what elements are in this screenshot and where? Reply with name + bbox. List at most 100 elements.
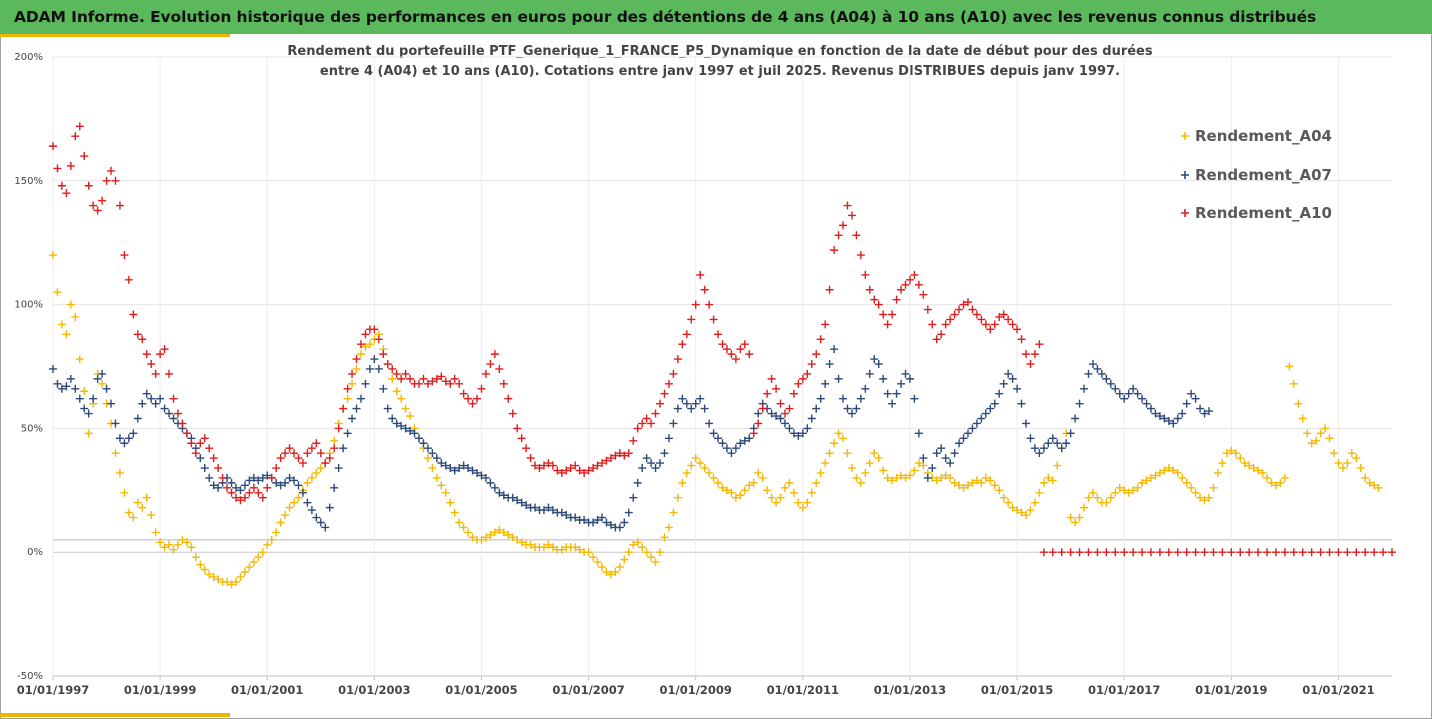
data-point-rendement_a10 [1008, 320, 1017, 329]
data-point-rendement_a04 [664, 523, 673, 532]
data-point-rendement_a04 [745, 481, 754, 490]
data-point-rendement_a07 [142, 389, 151, 398]
data-point-rendement_a04 [294, 493, 303, 502]
data-point-rendement_a07 [1017, 399, 1026, 408]
data-point-rendement_a10 [281, 449, 290, 458]
data-point-rendement_a10 [950, 310, 959, 319]
data-point-rendement_a10 [392, 369, 401, 378]
data-point-rendement_a10 [923, 305, 932, 314]
data-point-rendement_a10 [874, 300, 883, 309]
data-point-rendement_a04 [1133, 483, 1142, 492]
data-point-rendement_a04 [249, 558, 258, 567]
data-point-rendement_a04 [1196, 493, 1205, 502]
data-point-rendement_a07 [307, 506, 316, 515]
data-point-rendement_a10 [236, 496, 245, 505]
data-point-rendement_a04 [1240, 459, 1249, 468]
data-point-rendement_a10 [178, 419, 187, 428]
data-point-rendement_a10 [745, 350, 754, 359]
data-point-rendement_a07 [455, 464, 464, 473]
data-point-rendement_a10 [276, 454, 285, 463]
data-point-rendement_a07 [365, 364, 374, 373]
data-point-rendement_a10 [606, 454, 615, 463]
data-point-rendement_a07 [495, 488, 504, 497]
data-point-rendement_a10 [727, 350, 736, 359]
data-point-rendement_a07 [785, 424, 794, 433]
data-point-rendement_a10 [115, 201, 124, 210]
data-point-rendement_a07 [1138, 394, 1147, 403]
data-point-rendement_a10 [705, 300, 714, 309]
data-point-rendement_a07 [754, 409, 763, 418]
data-point-rendement_a04 [1142, 476, 1151, 485]
data-point-rendement_a07 [709, 429, 718, 438]
data-point-rendement_a07 [968, 424, 977, 433]
data-point-rendement_a04 [1316, 429, 1325, 438]
data-point-rendement_a10 [330, 444, 339, 453]
y-tick-label: 50% [21, 423, 43, 434]
data-point-rendement_a10 [111, 176, 120, 185]
data-point-rendement_a04 [638, 543, 647, 552]
data-point-rendement_a04 [727, 488, 736, 497]
data-point-rendement_a04 [673, 493, 682, 502]
data-point-rendement_a04 [825, 449, 834, 458]
data-point-rendement_a07 [843, 404, 852, 413]
data-point-rendement_a07 [370, 355, 379, 364]
data-point-rendement_a07 [1044, 439, 1053, 448]
data-point-rendement_a07 [1191, 394, 1200, 403]
data-point-rendement_a10 [245, 488, 254, 497]
data-point-rendement_a07 [57, 384, 66, 393]
data-point-rendement_a07 [379, 384, 388, 393]
data-point-rendement_a07 [571, 513, 580, 522]
data-point-rendement_a10 [1017, 335, 1026, 344]
data-point-rendement_a07 [383, 404, 392, 413]
data-point-rendement_a10 [901, 280, 910, 289]
data-point-rendement_a07 [343, 429, 352, 438]
data-point-rendement_a10 [71, 132, 80, 141]
data-point-rendement_a04 [464, 528, 473, 537]
data-point-rendement_a10 [348, 369, 357, 378]
data-point-rendement_a07 [325, 503, 334, 512]
data-point-rendement_a07 [1071, 414, 1080, 423]
data-point-rendement_a10 [539, 461, 548, 470]
data-point-rendement_a10 [1298, 548, 1307, 557]
data-point-rendement_a04 [258, 548, 267, 557]
data-point-rendement_a10 [798, 374, 807, 383]
data-point-rendement_a10 [660, 389, 669, 398]
data-point-rendement_a07 [294, 481, 303, 490]
data-point-rendement_a04 [53, 288, 62, 297]
header-bar: ADAM Informe. Evolution historique des p… [0, 0, 1432, 34]
data-point-rendement_a10 [401, 369, 410, 378]
data-point-rendement_a07 [499, 491, 508, 500]
data-point-rendement_a10 [865, 285, 874, 294]
data-point-rendement_a04 [932, 476, 941, 485]
data-point-rendement_a04 [687, 461, 696, 470]
data-point-rendement_a07 [231, 483, 240, 492]
data-point-rendement_a10 [629, 436, 638, 445]
data-point-rendement_a04 [682, 468, 691, 477]
data-point-rendement_a07 [1178, 409, 1187, 418]
data-point-rendement_a04 [1173, 468, 1182, 477]
data-point-rendement_a10 [830, 246, 839, 255]
legend-marker [1181, 171, 1189, 179]
data-point-rendement_a10 [834, 231, 843, 240]
data-point-rendement_a04 [1080, 503, 1089, 512]
y-tick-label: 150% [14, 176, 43, 187]
legend-marker [1181, 209, 1189, 217]
data-point-rendement_a04 [803, 498, 812, 507]
x-tick-label: 01/01/2007 [552, 683, 624, 697]
data-point-rendement_a07 [821, 379, 830, 388]
data-point-rendement_a07 [1022, 419, 1031, 428]
data-point-rendement_a04 [1213, 468, 1222, 477]
data-point-rendement_a07 [794, 431, 803, 440]
data-point-rendement_a04 [1178, 473, 1187, 482]
data-point-rendement_a04 [767, 493, 776, 502]
data-point-rendement_a07 [75, 394, 84, 403]
data-point-rendement_a10 [1084, 548, 1093, 557]
data-point-rendement_a04 [156, 538, 165, 547]
data-point-rendement_a04 [1115, 483, 1124, 492]
data-point-rendement_a04 [870, 449, 879, 458]
data-point-rendement_a04 [245, 563, 254, 572]
data-point-rendement_a04 [709, 473, 718, 482]
data-point-rendement_a04 [1236, 454, 1245, 463]
data-point-rendement_a04 [955, 481, 964, 490]
data-point-rendement_a10 [847, 211, 856, 220]
